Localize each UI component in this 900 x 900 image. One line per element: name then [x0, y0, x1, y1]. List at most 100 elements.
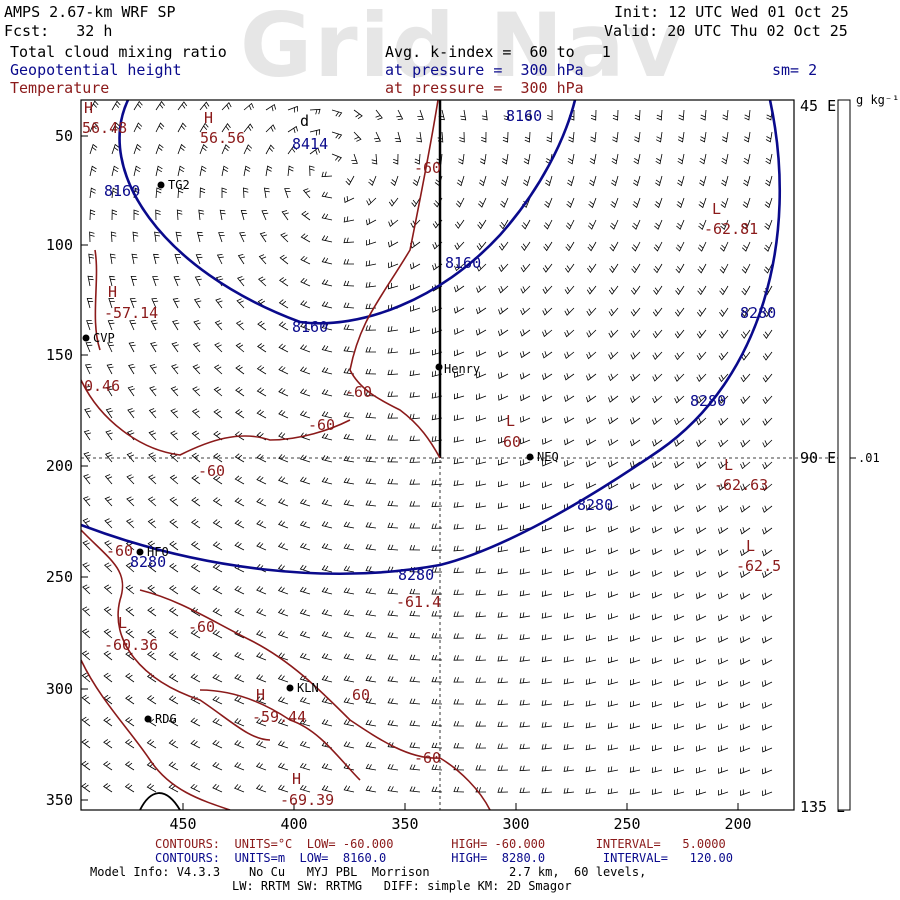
wind-barb — [542, 351, 553, 359]
wind-barb — [607, 744, 619, 751]
wind-barb — [235, 320, 245, 331]
pressure-level-red: at pressure = 300 hPa — [385, 79, 584, 97]
station-cvp[interactable]: CVP — [82, 331, 115, 345]
wind-barb — [675, 263, 685, 274]
wind-barb — [431, 632, 443, 639]
wind-barb — [453, 611, 465, 617]
wind-barb — [497, 787, 509, 793]
wind-barb — [453, 306, 465, 314]
wind-barb — [410, 262, 421, 270]
wind-barb — [365, 456, 377, 463]
wind-barb — [742, 219, 751, 230]
wind-barb — [146, 739, 157, 749]
wind-barb — [541, 612, 553, 619]
wind-barb — [608, 438, 619, 447]
wind-barb — [343, 719, 355, 727]
wind-barb — [497, 524, 509, 531]
wind-barb — [124, 761, 135, 771]
wind-barb — [256, 608, 267, 617]
station-hfo[interactable]: HFO — [136, 545, 169, 559]
wind-barb — [722, 109, 729, 121]
wind-barb — [81, 606, 91, 617]
wind-barb — [214, 320, 223, 331]
wind-barb — [212, 739, 223, 749]
wind-barb — [564, 394, 575, 403]
temperature-labels: H 56.48 H 56.56 H -57.14 L -62.81 L -62.… — [82, 99, 781, 809]
wind-barb — [585, 612, 597, 620]
wind-barb — [475, 677, 487, 683]
wind-barb — [476, 371, 487, 379]
wind-barb — [111, 122, 121, 133]
wind-barb — [256, 475, 267, 485]
wind-barb — [409, 413, 421, 420]
y-tick-label: 100 — [46, 236, 73, 254]
station-kln[interactable]: KLN — [286, 681, 319, 695]
wind-barb — [155, 100, 165, 111]
wind-barb — [520, 415, 531, 423]
wind-barb — [499, 219, 509, 230]
wind-barb — [652, 569, 663, 577]
wind-barb — [256, 718, 267, 727]
wind-barb — [740, 679, 751, 687]
wind-barb — [343, 324, 355, 331]
wind-barb — [673, 766, 685, 774]
wind-barb — [585, 700, 597, 707]
wind-barb — [390, 175, 399, 187]
wind-barb — [674, 723, 685, 730]
wind-barb — [255, 762, 267, 771]
wind-barb — [631, 241, 641, 252]
wind-barb — [81, 672, 91, 683]
wind-barb — [366, 197, 377, 206]
wind-barb — [455, 197, 465, 208]
wind-barb — [111, 100, 121, 111]
wind-barb — [129, 320, 137, 331]
wind-barb — [111, 165, 119, 177]
wind-barb — [212, 541, 223, 551]
station-rdg[interactable]: RDG — [144, 712, 177, 726]
wind-barb — [475, 502, 487, 509]
wind-barb — [564, 459, 575, 467]
station-tg2[interactable]: TG2 — [157, 178, 190, 192]
wind-barb — [563, 766, 575, 772]
wind-barb — [212, 629, 223, 639]
wind-barb — [105, 430, 113, 441]
wind-barb — [108, 298, 115, 309]
wind-barb — [133, 143, 142, 155]
wind-barb — [256, 696, 267, 705]
wind-barb — [453, 480, 465, 486]
wind-barb — [607, 656, 619, 664]
wind-barb — [497, 459, 509, 466]
wind-barb — [155, 143, 164, 155]
wind-barb — [131, 253, 138, 265]
temp-high-marker: H — [204, 109, 213, 127]
wind-barb — [365, 325, 377, 331]
wind-barb — [629, 744, 641, 751]
wind-barb — [343, 237, 355, 244]
wind-barb — [212, 607, 223, 617]
wind-barb — [104, 518, 113, 529]
wind-barb — [256, 409, 267, 419]
wind-barb — [699, 131, 707, 143]
station-neq[interactable]: NEQ — [526, 450, 559, 464]
wind-barb — [365, 785, 377, 793]
wind-barb — [498, 241, 509, 251]
wind-barb — [564, 351, 575, 359]
height-label: 8160 — [506, 107, 542, 125]
wind-barb — [343, 631, 355, 639]
temp-low-value: -62.63 — [714, 476, 768, 494]
wind-barb — [146, 695, 157, 705]
wind-barb — [652, 657, 663, 664]
wind-barb — [634, 131, 641, 143]
wind-barb — [89, 165, 97, 177]
wind-barb — [81, 782, 91, 793]
wind-barb — [235, 364, 245, 375]
wind-barb — [174, 254, 181, 265]
station-henry[interactable]: Henry — [435, 362, 481, 376]
wind-barb — [212, 585, 223, 595]
wind-barb — [172, 298, 180, 309]
wind-barb — [762, 636, 773, 644]
wind-barb — [193, 298, 202, 309]
wind-barb — [414, 153, 421, 165]
station-label: CVP — [93, 331, 115, 345]
colorbar-value: .01 — [858, 451, 880, 465]
